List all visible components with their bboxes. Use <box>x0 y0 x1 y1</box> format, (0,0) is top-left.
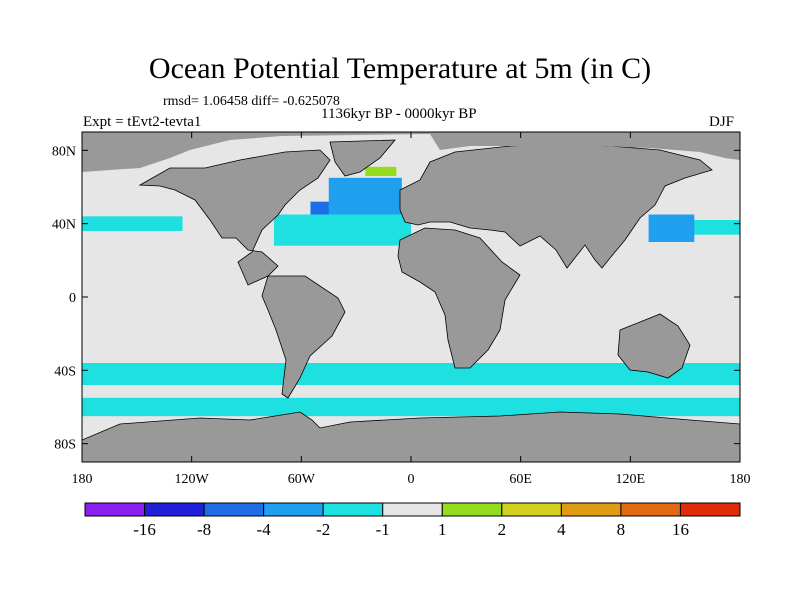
colorbar-swatch <box>203 502 265 517</box>
colorbar-swatch <box>84 502 146 517</box>
south-america <box>261 275 346 399</box>
colorbar-label: 16 <box>672 520 689 539</box>
y-tick-label: 80N <box>52 144 76 159</box>
y-tick-label: 40N <box>52 218 76 233</box>
colorbar-swatch <box>322 502 384 517</box>
stats-label: rmsd= 1.06458 diff= -0.625078 <box>163 94 340 109</box>
x-tick-label: 180 <box>72 472 93 487</box>
antarctica <box>82 411 740 462</box>
colorbar-label: -2 <box>316 520 330 539</box>
north-america <box>138 149 331 286</box>
greenland <box>329 139 396 177</box>
colorbar-label: 2 <box>498 520 507 539</box>
anomaly-north-pacific-band <box>82 216 183 231</box>
colorbar-swatch <box>441 502 503 517</box>
colorbar-label: 1 <box>438 520 447 539</box>
experiment-label: Expt = tEvt2-tevta1 <box>83 114 202 130</box>
anomaly-layer <box>82 166 740 417</box>
colorbar-swatch <box>263 502 324 517</box>
land-layer <box>82 132 740 462</box>
y-axis: 80N 40N 0 40S 80S <box>52 144 740 453</box>
anomaly-north-atlantic-light <box>273 214 411 246</box>
y-tick-label: 0 <box>69 291 76 306</box>
x-tick-label: 180 <box>730 472 751 487</box>
colorbar-label: 4 <box>557 520 566 539</box>
x-tick-label: 0 <box>408 472 415 487</box>
colorbar-swatch <box>501 502 562 517</box>
chart-title: Ocean Potential Temperature at 5m (in C) <box>148 52 652 85</box>
x-tick-label: 120W <box>175 472 210 487</box>
period-label: 1136kyr BP - 0000kyr BP <box>321 106 477 122</box>
colorbar-label: -16 <box>133 520 156 539</box>
anomaly-kuroshio <box>648 214 695 242</box>
x-tick-label: 60W <box>288 472 316 487</box>
colorbar-label: -4 <box>257 520 272 539</box>
colorbar-label: -1 <box>376 520 390 539</box>
x-axis: 180 120W 60W 0 60E 120E 180 <box>72 132 751 487</box>
season-label: DJF <box>709 114 735 130</box>
anomaly-greenland-sea-warm <box>365 166 397 176</box>
africa <box>397 227 521 369</box>
x-tick-label: 120E <box>616 472 646 487</box>
y-tick-label: 40S <box>54 364 76 379</box>
anomaly-southern-ocean-band-2 <box>82 397 740 417</box>
colorbar-swatch <box>679 502 741 517</box>
colorbar-swatch <box>144 502 205 517</box>
colorbar-swatch <box>382 502 443 517</box>
sea-ice-north <box>82 132 740 172</box>
y-tick-label: 80S <box>54 438 76 453</box>
anomaly-southern-ocean-band <box>82 363 740 385</box>
colorbar-label: 8 <box>617 520 626 539</box>
colorbar-swatch <box>620 502 681 517</box>
colorbar-label: -8 <box>197 520 211 539</box>
colorbar-swatch <box>560 502 622 517</box>
x-tick-label: 60E <box>509 472 532 487</box>
australia <box>617 313 691 379</box>
